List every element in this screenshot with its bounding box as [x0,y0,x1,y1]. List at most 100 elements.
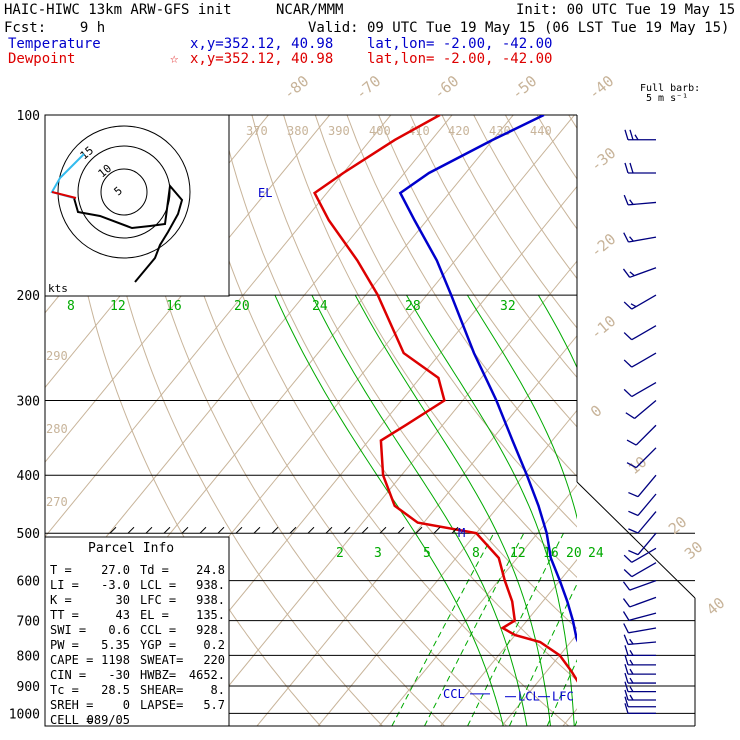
freezing-level-hatch [343,526,351,534]
mixing-ratio-label: 24 [588,546,604,561]
wind-barb-flag [623,194,629,206]
org-label: NCAR/MMM [276,2,344,18]
wind-barb-shaft [637,474,657,498]
wind-barb [626,424,657,446]
wind-barb [624,689,656,701]
moist-adiabat-line [274,294,504,726]
pressure-tick-label: 200 [17,289,40,304]
isotherm-line [256,334,577,726]
dry-adiabat-line [251,115,577,630]
temperature-profile-point [595,692,597,694]
parcel-row-label: T = [50,563,72,577]
wind-barb-shaft [631,294,657,310]
wind-barb-flag [628,528,639,534]
pressure-tick-label: 400 [17,469,40,484]
isotherm-line [45,115,392,538]
temperature-profile-point [413,219,416,222]
wind-barb-flag [629,668,634,675]
wind-barb-flag [623,359,633,368]
parcel-row-value: 27.0 [101,563,130,577]
wind-barb-flag [623,332,633,341]
theta-label: 280 [46,422,68,436]
parcel-row-label: Tc = [50,683,79,697]
wind-barb-flag [634,134,639,141]
parcel-row-value: 43 [116,608,130,622]
freezing-level-hatch [415,526,423,534]
dewpoint-profile-point [501,627,504,629]
isotherm-label: 40 [703,594,728,619]
dry-adiabat-line [346,115,577,478]
wind-barb [623,294,657,310]
parcel-row-label: LI = [50,578,79,592]
temperature-profile-point [589,670,591,672]
mixing-ratio-label: 20 [566,546,582,561]
isotherm-line [317,409,577,726]
dewpoint-profile-point [437,377,440,379]
mixing-ratio-label: 2 [336,546,344,561]
wind-barb-shaft [634,399,657,419]
moist-adiabat-line [537,294,577,369]
wind-barb-shaft [631,352,657,368]
wind-barb-flag [624,129,629,140]
wind-barb-flag [623,301,633,310]
dewpoint-profile-point [511,600,513,603]
temperature-profile-point [526,474,528,477]
level-label-el: EL [258,186,272,200]
freezing-level-hatch [325,526,333,534]
dry-adiabat-line [156,115,507,726]
temperature-profile-point [537,505,540,507]
wind-barb-flag [625,412,635,420]
isotherm-label: 0 [587,401,605,421]
temperature-profile-point [599,699,601,701]
wind-barb [628,474,657,498]
wind-barb-flag [624,672,629,684]
isotherm-label: -70 [352,72,384,103]
parcel-row-label: YGP = [140,638,176,652]
parcel-row-label: TT = [50,608,79,622]
parcel-row-value: 220 [203,653,225,667]
barb-key-label: Full barb: [640,83,701,94]
wind-barb-flag [624,689,629,701]
dewpoint-profile-point [328,219,330,222]
moist-adiabat-label: 12 [110,299,126,314]
dry-adiabat-line [536,115,577,180]
mixing-ratio-label: 3 [374,546,382,561]
wind-barb-flag [623,232,630,243]
wind-barb [623,352,657,368]
wind-barb-flag [624,162,629,174]
wind-barb-flag [628,510,639,517]
wind-barb-flag [629,677,634,684]
temperature-profile-point [436,259,438,262]
isotherm-label: -20 [587,230,619,261]
isotherm-line [501,633,577,726]
theta-label: 290 [46,349,68,363]
pressure-tick-label: 700 [17,615,40,630]
wind-barb [622,611,657,621]
freezing-level-hatch [271,526,279,534]
temperature-location: x,y=352.12, 40.98 lat,lon= -2.00, -42.00 [190,36,553,52]
mixing-ratio-label: 12 [510,546,526,561]
dewpoint-profile-point [514,619,516,622]
wind-barb-flag [623,623,630,634]
wind-barb-flag [622,581,631,591]
hodograph-storm-vector [51,191,77,199]
wind-barb-flag [624,681,629,692]
pressure-tick-label: 300 [17,394,40,409]
isotherm-label: 20 [665,513,690,538]
wind-barb [624,645,656,656]
wind-barb-shaft [635,447,657,469]
isotherm-line [624,115,740,726]
parcel-row-label: SHEAR= [140,683,183,697]
theta-label: 440 [530,124,552,138]
isotherm-line [379,484,577,726]
wind-barb-flag [629,271,635,277]
forecast-hour: Fcst: 9 h [4,20,106,36]
parcel-row-label: LCL = [140,578,176,592]
star-icon: ☆ [170,51,179,67]
wind-barb-shaft [637,493,657,516]
temperature-profile-point [428,172,430,174]
wind-barb-flag [629,199,634,205]
wind-barb [623,634,657,646]
wind-barb [624,663,656,675]
